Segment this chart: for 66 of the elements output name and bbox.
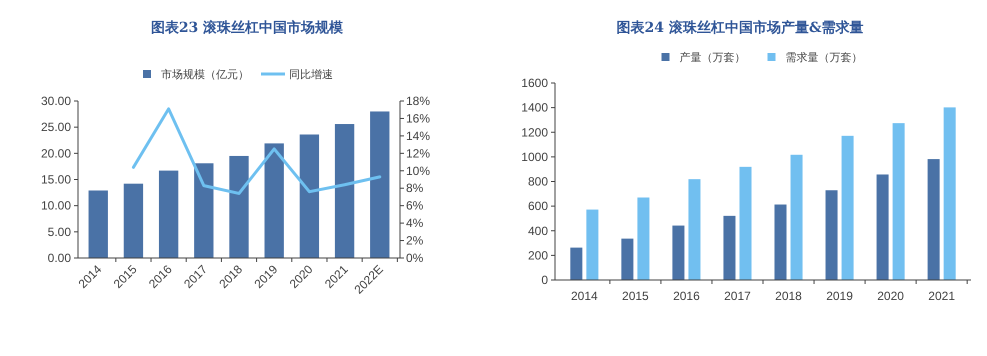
bar: [842, 136, 854, 280]
x-tick-label: 2015: [622, 289, 650, 303]
bar: [229, 156, 249, 258]
legend-label: 产量（万套）: [680, 51, 746, 64]
legend-label: 同比增速: [289, 68, 333, 81]
y-tick-label: 200: [528, 248, 548, 262]
bar: [264, 143, 284, 258]
bar: [892, 123, 905, 280]
y2-tick-label: 10%: [406, 164, 430, 178]
bar: [739, 166, 752, 280]
y2-tick-label: 14%: [406, 128, 430, 143]
y2-tick-label: 6%: [406, 198, 424, 213]
y-tick-label: 20.00: [40, 146, 72, 160]
y2-tick-label: 16%: [406, 111, 430, 126]
chart-title: 图表24 滚珠丝杠中国市场产量&需求量: [616, 19, 864, 36]
bar: [194, 163, 214, 258]
y-tick-label: 1400: [521, 100, 548, 115]
bar: [637, 198, 650, 280]
bar: [158, 170, 178, 258]
y2-tick-label: 18%: [406, 94, 430, 108]
y-tick-label: 600: [528, 199, 548, 214]
x-tick-label: 2018: [775, 289, 802, 303]
bar: [928, 159, 940, 280]
line-series: [132, 107, 382, 195]
bar: [790, 154, 803, 280]
y2-tick-label: 8%: [406, 181, 424, 196]
chart-title: 图表23 滚珠丝杠中国市场规模: [150, 19, 344, 36]
bar: [876, 174, 889, 280]
y2-tick-label: 4%: [406, 216, 424, 230]
legend-label: 需求量（万套）: [786, 51, 862, 64]
x-tick-label: 2021: [928, 289, 956, 303]
y-tick-label: 1000: [521, 150, 548, 164]
bar: [826, 190, 838, 280]
bar: [774, 204, 787, 280]
y2-tick-label: 2%: [406, 234, 424, 248]
y-tick-label: 10.00: [40, 198, 72, 213]
x-tick-label: 2020: [877, 289, 904, 303]
y-tick-label: 5.00: [48, 224, 72, 239]
y-tick-label: 800: [528, 174, 548, 188]
x-tick-label: 2016: [673, 289, 700, 303]
y2-tick-label: 12%: [406, 146, 430, 160]
y-tick-label: 0.00: [48, 251, 72, 265]
y-tick-label: 1200: [521, 125, 548, 140]
bar: [334, 124, 354, 258]
y-tick-label: 15.00: [40, 172, 72, 186]
y-tick-label: 0: [541, 273, 548, 287]
bar: [621, 238, 634, 280]
bar: [370, 111, 390, 258]
bar: [672, 226, 684, 280]
bar: [944, 107, 956, 280]
y-tick-label: 400: [528, 224, 548, 238]
bar: [124, 184, 144, 258]
x-tick-label: 2019: [826, 289, 854, 303]
x-tick-label: 2014: [571, 289, 598, 303]
bar: [723, 216, 736, 280]
y2-tick-label: 0%: [406, 251, 424, 265]
legend-label: 市场规模（亿元）: [161, 68, 249, 81]
bar: [570, 248, 582, 280]
x-tick-label: 2017: [724, 289, 752, 303]
bar: [688, 179, 700, 280]
bar: [88, 190, 108, 258]
y-tick-label: 25.00: [40, 120, 72, 134]
bar: [300, 134, 320, 258]
bar: [586, 210, 598, 280]
y-tick-label: 1600: [521, 76, 548, 90]
y-tick-label: 30.00: [40, 94, 72, 108]
